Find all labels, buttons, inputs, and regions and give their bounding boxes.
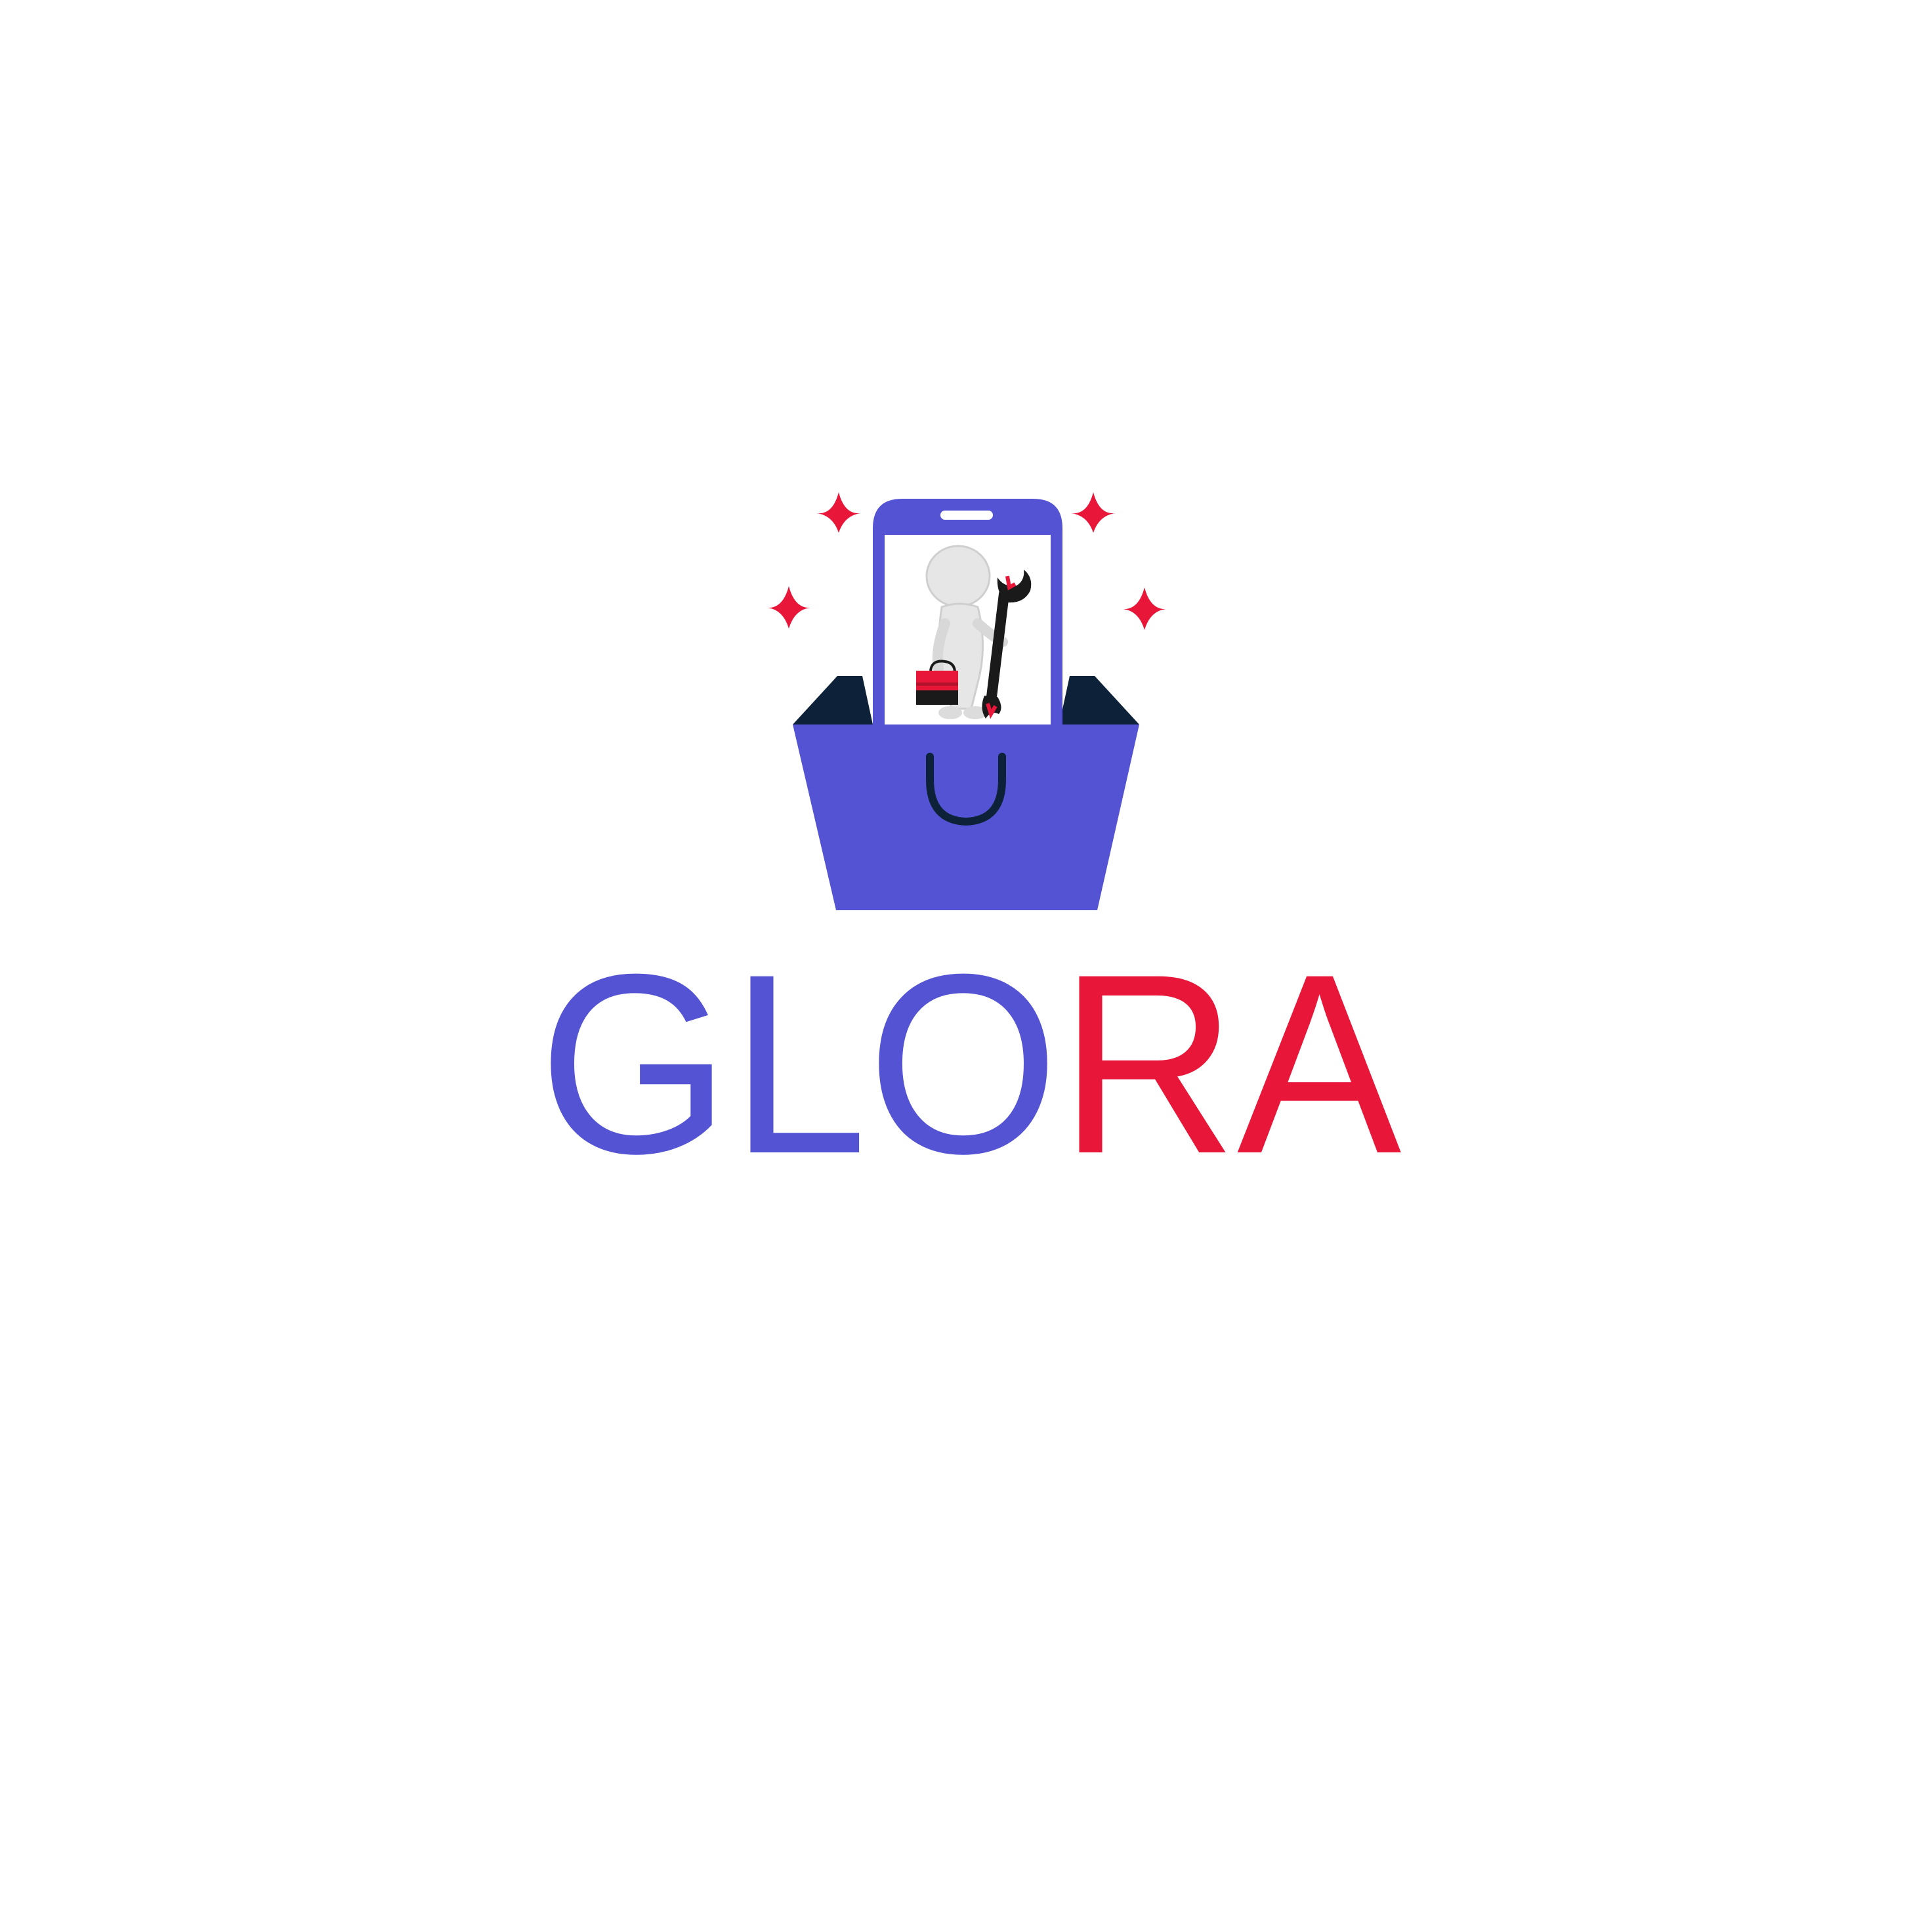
toolbox-icon [916, 660, 958, 705]
sparkle-icon [766, 586, 811, 629]
bag-flap-left [793, 676, 873, 724]
shopping-bag-icon [793, 724, 1139, 910]
brand-wordmark: GLORA [539, 965, 1403, 1162]
brand-name: GLORA [539, 965, 1403, 1162]
bag-flap-right [1059, 676, 1139, 724]
brand-name-primary: GLO [539, 965, 1059, 1162]
brand-name-accent: RA [1059, 965, 1403, 1162]
sparkle-icon [1122, 587, 1167, 630]
sparkle-icon [1071, 492, 1116, 533]
wrench-icon [982, 570, 1032, 719]
sparkle-icon [816, 492, 861, 533]
